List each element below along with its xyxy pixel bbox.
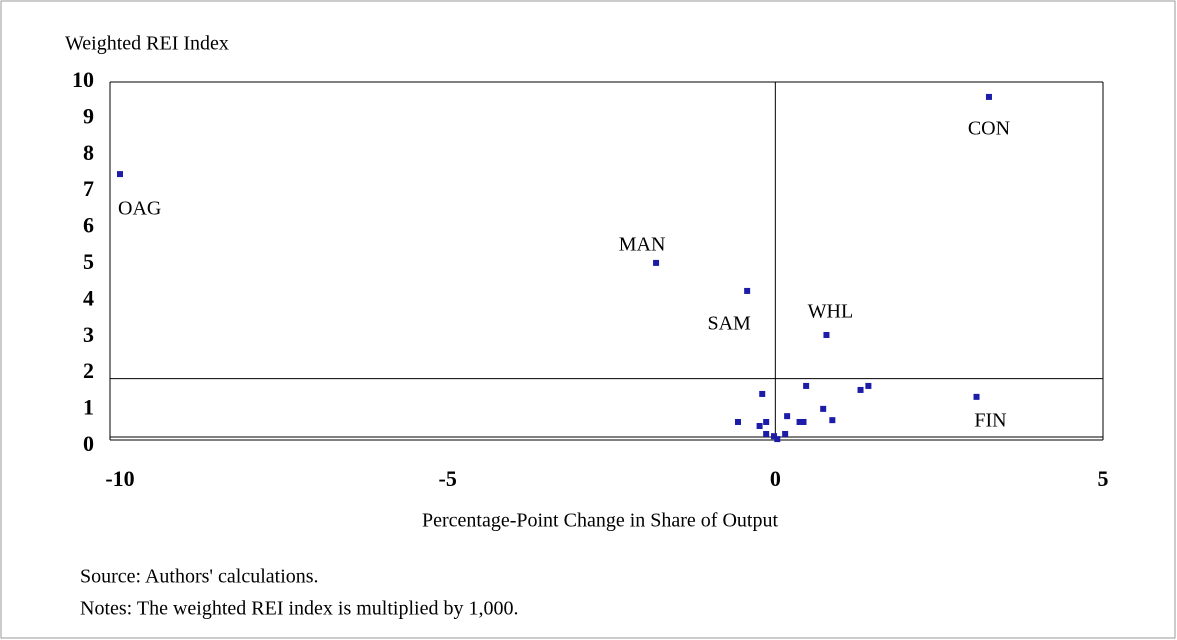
x-tick-label: -10 bbox=[105, 466, 134, 491]
point bbox=[865, 382, 872, 389]
point bbox=[763, 430, 770, 437]
point bbox=[653, 259, 660, 266]
point bbox=[784, 413, 791, 420]
point bbox=[823, 331, 830, 338]
point bbox=[756, 422, 763, 429]
point bbox=[782, 430, 789, 437]
point-label: CON bbox=[968, 118, 1010, 140]
point bbox=[803, 382, 810, 389]
point bbox=[800, 418, 807, 425]
y-tick-label: 4 bbox=[83, 285, 94, 310]
point bbox=[759, 390, 766, 397]
point-label: OAG bbox=[118, 198, 161, 220]
point-label: SAM bbox=[707, 313, 751, 335]
point-label: WHL bbox=[808, 301, 854, 323]
point bbox=[796, 418, 803, 425]
y-tick-label: 9 bbox=[83, 103, 94, 128]
notes: Notes: The weighted REI index is multipl… bbox=[80, 598, 518, 620]
x-tick-label: 0 bbox=[770, 466, 781, 491]
y-tick-label: 3 bbox=[83, 322, 94, 347]
point bbox=[744, 287, 751, 294]
y-tick-label: 8 bbox=[83, 140, 94, 165]
point-label: FIN bbox=[974, 409, 1006, 431]
y-tick-label: 7 bbox=[83, 176, 94, 201]
x-tick-label: -5 bbox=[439, 466, 457, 491]
x-tick-label: 5 bbox=[1098, 466, 1109, 491]
point bbox=[820, 405, 827, 412]
x-axis-label: Percentage-Point Change in Share of Outp… bbox=[422, 510, 778, 532]
source-note: Source: Authors' calculations. bbox=[80, 566, 319, 588]
point bbox=[985, 93, 992, 100]
y-tick-label: 10 bbox=[72, 67, 94, 92]
y-tick-label: 2 bbox=[83, 358, 94, 383]
y-tick-label: 0 bbox=[83, 431, 94, 456]
y-tick-label: 6 bbox=[83, 213, 94, 238]
point bbox=[117, 171, 123, 178]
point bbox=[771, 433, 778, 440]
y-tick-label: 5 bbox=[83, 249, 94, 274]
y-axis-label: Weighted REI Index bbox=[65, 33, 229, 55]
y-tick-label: 1 bbox=[83, 395, 94, 420]
point bbox=[763, 418, 770, 425]
point bbox=[973, 393, 980, 400]
point bbox=[857, 386, 864, 393]
point bbox=[829, 417, 836, 424]
point-label: MAN bbox=[619, 234, 666, 256]
point bbox=[774, 436, 781, 443]
point bbox=[734, 418, 741, 425]
